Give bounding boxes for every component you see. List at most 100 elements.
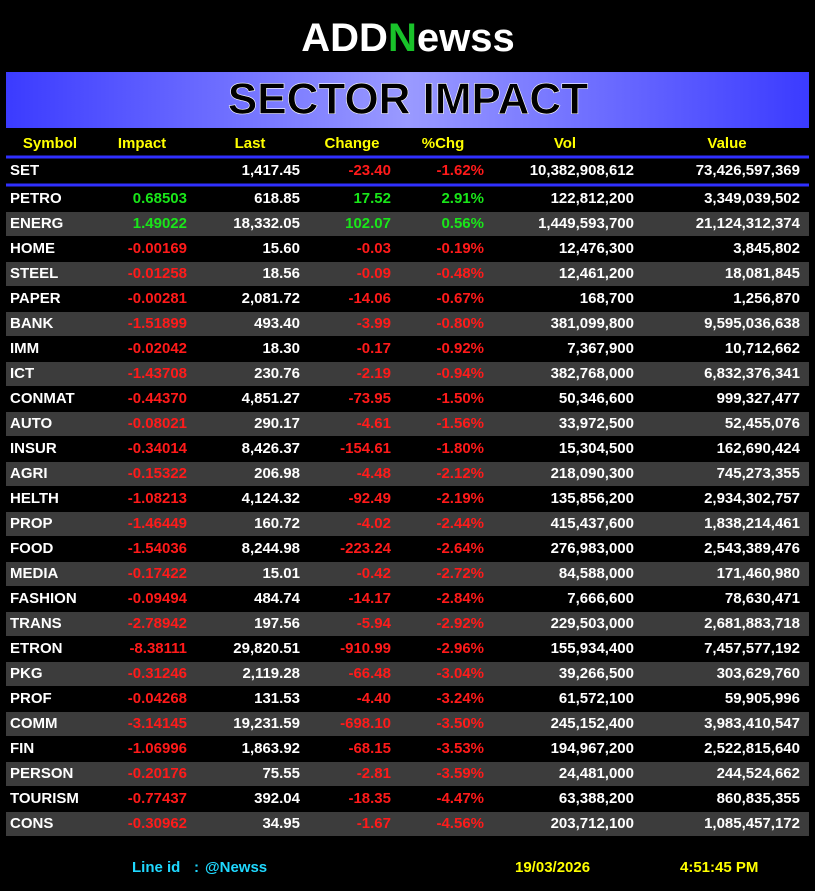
cell-impact: -0.17422 bbox=[128, 565, 187, 582]
cell-vol: 203,712,100 bbox=[551, 815, 634, 832]
cell-vol: 229,503,000 bbox=[551, 615, 634, 632]
column-header: Symbol bbox=[23, 135, 77, 152]
cell-change: -66.48 bbox=[348, 665, 391, 682]
cell-pct: -4.56% bbox=[436, 815, 484, 832]
cell-pct: -2.96% bbox=[436, 640, 484, 657]
cell-pct: -3.59% bbox=[436, 765, 484, 782]
cell-impact: -8.38111 bbox=[129, 640, 187, 657]
cell-pct: -2.64% bbox=[436, 540, 484, 557]
cell-vol: 194,967,200 bbox=[551, 740, 634, 757]
cell-vol: 39,266,500 bbox=[559, 665, 634, 682]
row-band bbox=[6, 712, 809, 736]
cell-pct: -0.92% bbox=[436, 340, 484, 357]
cell-pct: 2.91% bbox=[441, 190, 484, 207]
cell-pct: 0.56% bbox=[441, 215, 484, 232]
cell-symbol: PETRO bbox=[10, 190, 62, 207]
index-change: -23.40 bbox=[348, 162, 391, 179]
cell-last: 2,081.72 bbox=[242, 290, 300, 307]
cell-last: 29,820.51 bbox=[233, 640, 300, 657]
cell-value: 2,681,883,718 bbox=[704, 615, 800, 632]
cell-impact: -0.09494 bbox=[128, 590, 188, 607]
cell-change: -14.06 bbox=[348, 290, 391, 307]
cell-pct: -1.56% bbox=[436, 415, 484, 432]
cell-last: 15.60 bbox=[262, 240, 300, 257]
cell-last: 19,231.59 bbox=[233, 715, 300, 732]
cell-symbol: PROF bbox=[10, 690, 52, 707]
cell-impact: -0.20176 bbox=[128, 765, 187, 782]
cell-pct: -2.19% bbox=[436, 490, 484, 507]
cell-change: -2.81 bbox=[357, 765, 391, 782]
cell-impact: -1.43708 bbox=[128, 365, 187, 382]
index-vol: 10,382,908,612 bbox=[530, 162, 634, 179]
cell-impact: -0.34014 bbox=[128, 440, 188, 457]
cell-vol: 276,983,000 bbox=[551, 540, 634, 557]
column-header: Last bbox=[235, 135, 266, 152]
cell-value: 1,085,457,172 bbox=[704, 815, 800, 832]
cell-vol: 382,768,000 bbox=[551, 365, 634, 382]
row-band bbox=[6, 812, 809, 836]
cell-symbol: STEEL bbox=[10, 265, 58, 282]
cell-value: 745,273,355 bbox=[717, 465, 800, 482]
cell-impact: -1.51899 bbox=[128, 315, 187, 332]
cell-vol: 33,972,500 bbox=[559, 415, 634, 432]
cell-symbol: FOOD bbox=[10, 540, 53, 557]
cell-symbol: MEDIA bbox=[10, 565, 59, 582]
cell-symbol: INSUR bbox=[10, 440, 57, 457]
cell-value: 2,934,302,757 bbox=[704, 490, 800, 507]
row-band bbox=[6, 212, 809, 236]
cell-change: -0.17 bbox=[357, 340, 391, 357]
cell-symbol: COMM bbox=[10, 715, 58, 732]
cell-vol: 1,449,593,700 bbox=[538, 215, 634, 232]
cell-impact: -0.04268 bbox=[128, 690, 187, 707]
cell-value: 162,690,424 bbox=[717, 440, 801, 457]
cell-impact: -0.44370 bbox=[128, 390, 187, 407]
cell-last: 4,124.32 bbox=[242, 490, 300, 507]
cell-change: -0.42 bbox=[357, 565, 391, 582]
cell-value: 1,838,214,461 bbox=[704, 515, 800, 532]
cell-vol: 63,388,200 bbox=[559, 790, 634, 807]
row-band bbox=[6, 612, 809, 636]
cell-value: 18,081,845 bbox=[725, 265, 800, 282]
cell-value: 3,983,410,547 bbox=[704, 715, 800, 732]
cell-change: -5.94 bbox=[357, 615, 392, 632]
cell-vol: 84,588,000 bbox=[559, 565, 634, 582]
row-band bbox=[6, 562, 809, 586]
cell-change: 17.52 bbox=[353, 190, 391, 207]
logo-left: ADD bbox=[301, 16, 388, 60]
cell-impact: -0.01258 bbox=[128, 265, 187, 282]
cell-value: 9,595,036,638 bbox=[704, 315, 800, 332]
column-header: Impact bbox=[118, 135, 166, 152]
cell-pct: -0.94% bbox=[436, 365, 484, 382]
cell-last: 484.74 bbox=[254, 590, 301, 607]
cell-impact: -0.00281 bbox=[128, 290, 187, 307]
cell-change: -73.95 bbox=[348, 390, 391, 407]
cell-impact: -1.46449 bbox=[128, 515, 187, 532]
cell-last: 18.30 bbox=[262, 340, 300, 357]
row-band bbox=[6, 662, 809, 686]
banner-title: SECTOR IMPACT bbox=[228, 75, 588, 124]
cell-vol: 50,346,600 bbox=[559, 390, 634, 407]
cell-symbol: CONMAT bbox=[10, 390, 75, 407]
cell-last: 131.53 bbox=[254, 690, 300, 707]
index-pct: -1.62% bbox=[436, 162, 484, 179]
index-symbol: SET bbox=[10, 162, 39, 179]
logo-right: ewss bbox=[417, 16, 515, 60]
cell-last: 230.76 bbox=[254, 365, 300, 382]
row-band bbox=[6, 262, 809, 286]
cell-vol: 12,461,200 bbox=[559, 265, 634, 282]
cell-symbol: HELTH bbox=[10, 490, 59, 507]
cell-pct: -0.80% bbox=[436, 315, 484, 332]
cell-vol: 381,099,800 bbox=[551, 315, 634, 332]
cell-last: 8,426.37 bbox=[242, 440, 300, 457]
footer-separator: : bbox=[194, 859, 199, 876]
cell-symbol: ENERG bbox=[10, 215, 63, 232]
cell-change: -154.61 bbox=[340, 440, 391, 457]
cell-value: 2,543,389,476 bbox=[704, 540, 800, 557]
cell-change: -4.48 bbox=[357, 465, 391, 482]
cell-symbol: BANK bbox=[10, 315, 53, 332]
cell-last: 2,119.28 bbox=[242, 665, 300, 682]
index-value: 73,426,597,369 bbox=[696, 162, 800, 179]
cell-symbol: PROP bbox=[10, 515, 53, 532]
cell-impact: 1.49022 bbox=[133, 215, 187, 232]
